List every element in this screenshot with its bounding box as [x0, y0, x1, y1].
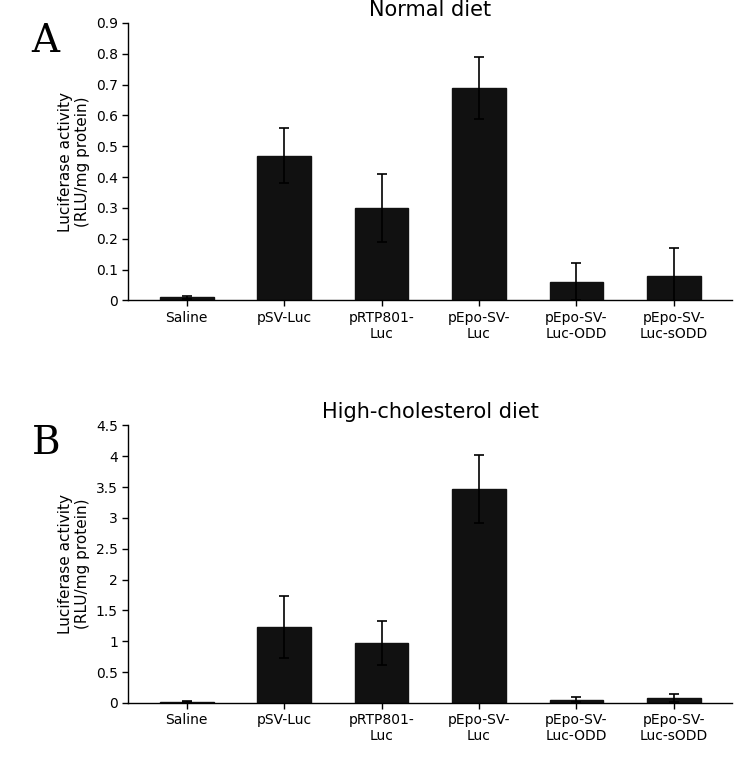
Bar — [452, 88, 506, 300]
Title: Normal diet: Normal diet — [369, 0, 492, 20]
Bar — [550, 700, 603, 703]
Bar — [452, 489, 506, 703]
Text: B: B — [32, 426, 60, 462]
Title: High-cholesterol diet: High-cholesterol diet — [322, 403, 539, 422]
Y-axis label: Luciferase activity
(RLU/mg protein): Luciferase activity (RLU/mg protein) — [58, 92, 91, 231]
Bar — [160, 297, 214, 300]
Bar — [355, 208, 408, 300]
Bar — [647, 698, 701, 703]
Bar — [257, 156, 311, 300]
Bar — [550, 282, 603, 300]
Y-axis label: Luciferase activity
(RLU/mg protein): Luciferase activity (RLU/mg protein) — [58, 494, 91, 634]
Bar — [355, 643, 408, 703]
Text: A: A — [32, 23, 60, 60]
Bar — [647, 276, 701, 300]
Bar — [257, 627, 311, 703]
Bar — [160, 701, 214, 703]
